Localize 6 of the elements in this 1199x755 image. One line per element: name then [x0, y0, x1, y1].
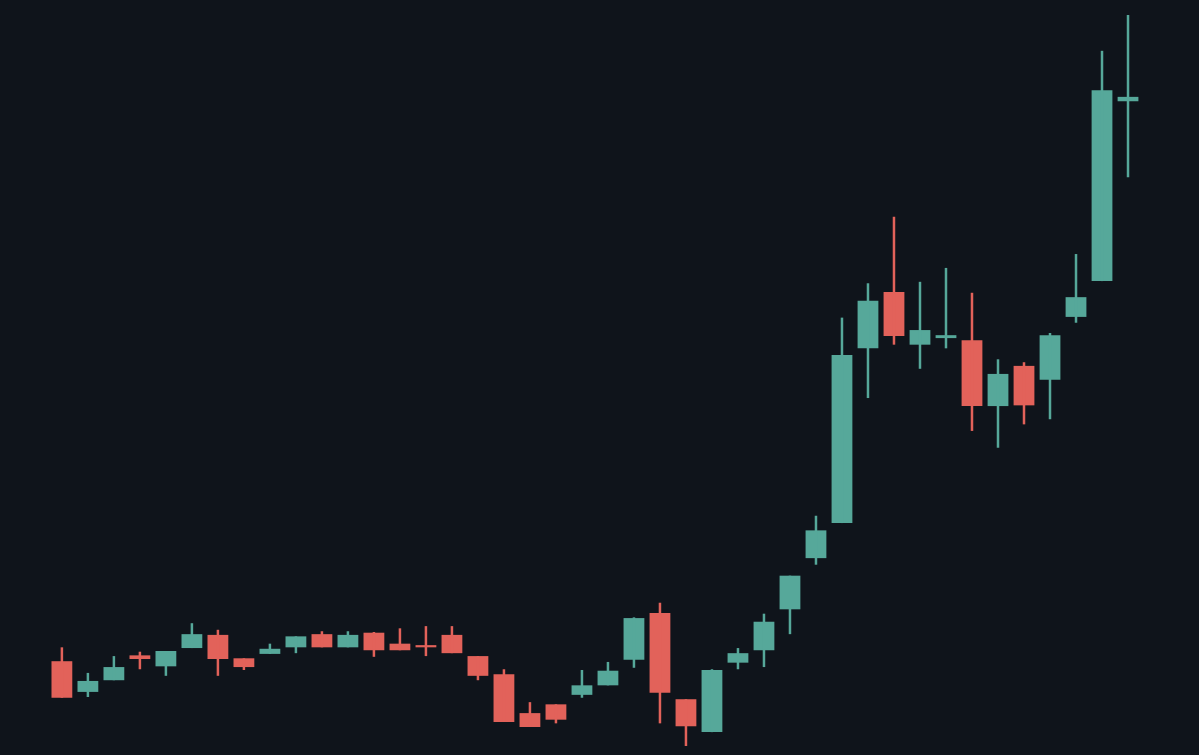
candlestick	[103, 654, 125, 682]
candlestick	[571, 668, 593, 700]
candlestick	[51, 646, 73, 700]
candlestick	[77, 671, 99, 699]
candlestick	[727, 646, 749, 671]
candlestick	[545, 703, 567, 725]
